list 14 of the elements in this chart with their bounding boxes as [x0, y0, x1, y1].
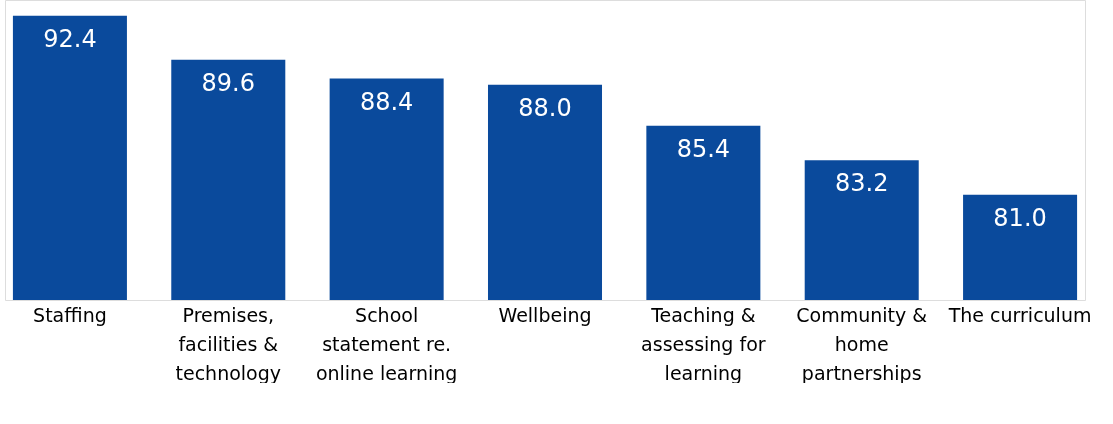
data-label: 88.4: [359, 87, 414, 116]
x-tick-label: School statement re. online learning: [315, 303, 458, 384]
data-label: 89.6: [201, 68, 255, 97]
data-label: 92.4: [43, 24, 97, 53]
data-label: 85.4: [676, 134, 731, 163]
data-label: 83.2: [835, 169, 889, 198]
x-tick-label: The curriculum: [947, 303, 1092, 326]
x-tick-label: Premises, facilities & technology: [175, 303, 282, 384]
x-tick-label: Community & home partnerships: [796, 303, 928, 384]
x-tick-label: Teaching & assessing for learning: [641, 303, 766, 384]
data-label: 88.0: [518, 93, 572, 122]
data-label: 81.0: [993, 203, 1047, 232]
x-tick-label: Staffing: [33, 303, 107, 326]
x-tick-label: Wellbeing: [498, 303, 592, 326]
